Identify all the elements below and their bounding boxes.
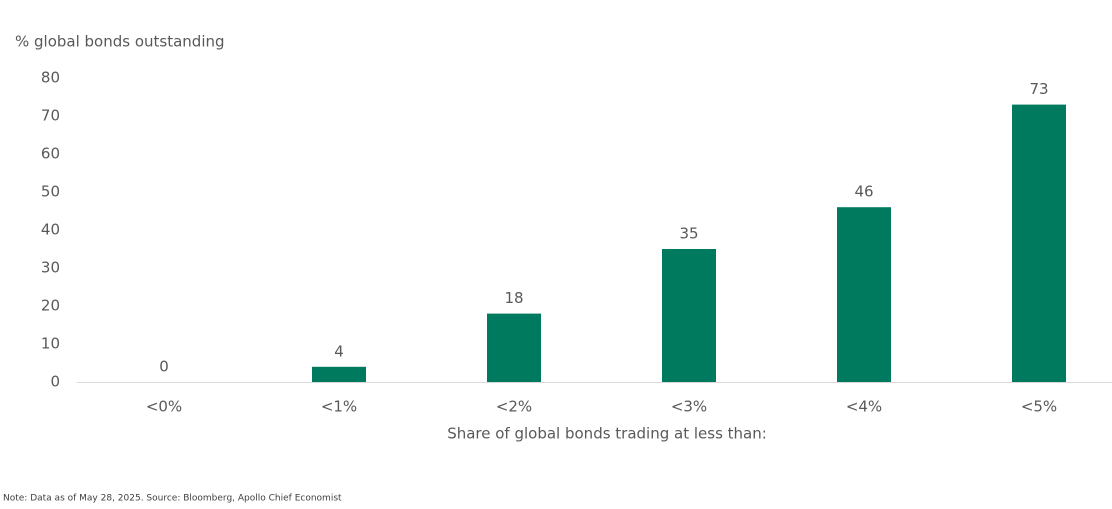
x-tick-label: <1%: [321, 398, 357, 416]
note: Note: Data as of May 28, 2025. Source: B…: [3, 494, 342, 504]
bar: [1012, 104, 1066, 382]
y-tick-label: 0: [50, 373, 60, 391]
y-tick-label: 30: [41, 259, 60, 277]
data-label: 18: [504, 289, 523, 307]
data-label: 73: [1029, 80, 1048, 98]
y-tick-label: 20: [41, 297, 60, 315]
bar: [662, 249, 716, 382]
x-tick-label: <5%: [1021, 398, 1057, 416]
y-tick-label: 40: [41, 221, 60, 239]
bar: [487, 313, 541, 382]
x-tick-label: <0%: [146, 398, 182, 416]
y-tick-label: 10: [41, 335, 60, 353]
bar: [312, 366, 366, 382]
data-label: 46: [854, 183, 873, 201]
x-axis-title: Share of global bonds trading at less th…: [447, 425, 767, 443]
data-label: 4: [334, 342, 344, 360]
bar: [837, 207, 891, 382]
x-tick-label: <2%: [496, 398, 532, 416]
y-tick-label: 50: [41, 183, 60, 201]
y-tick-label: 70: [41, 107, 60, 125]
y-tick-label: 60: [41, 145, 60, 163]
y-tick-label: 80: [41, 69, 60, 87]
data-label: 35: [679, 225, 698, 243]
x-tick-label: <3%: [671, 398, 707, 416]
x-tick-label: <4%: [846, 398, 882, 416]
y-axis-title: % global bonds outstanding: [15, 33, 225, 51]
data-label: 0: [159, 358, 169, 376]
